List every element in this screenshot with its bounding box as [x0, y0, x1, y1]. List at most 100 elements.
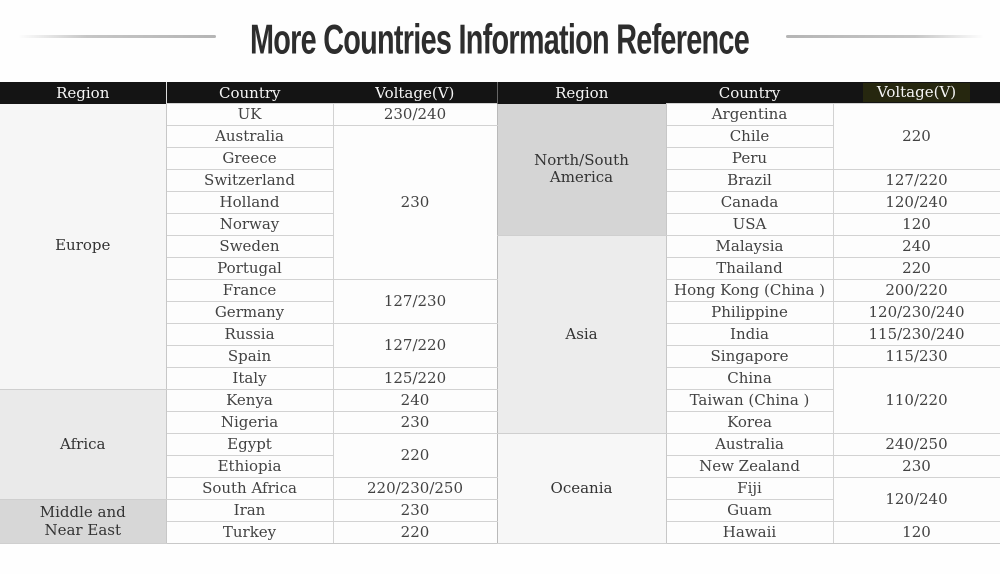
voltage-cell: 240	[832, 235, 1000, 258]
country-cell: Chile	[665, 125, 834, 148]
voltage-cell: 240/250	[832, 433, 1000, 456]
header-voltage-label: Voltage(V)	[862, 83, 971, 102]
voltage-cell: 115/230	[832, 345, 1000, 368]
country-cell: Norway	[165, 213, 334, 236]
country-cell: Peru	[665, 147, 834, 170]
table-row: Australia 230 Chile	[0, 125, 1000, 280]
country-cell: India	[665, 323, 834, 346]
voltage-cell: 120/230/240	[832, 301, 1000, 324]
region-label: Oceania	[550, 478, 613, 497]
header-country-right: Country	[666, 82, 833, 104]
voltage-cell: 220	[332, 433, 498, 478]
country-cell: New Zealand	[665, 455, 834, 478]
country-cell: Philippine	[665, 301, 834, 324]
country-cell: Kenya	[165, 389, 334, 412]
region-cell-middle-near-east: Middle and Near East	[0, 499, 167, 544]
country-cell: Canada	[665, 191, 834, 214]
voltage-cell: 230	[832, 455, 1000, 478]
country-cell: Australia	[165, 125, 334, 148]
country-cell: UK	[165, 103, 334, 126]
table-row: Italy 125/220 China 110/220	[0, 367, 1000, 434]
title-left-rule	[18, 35, 216, 38]
header-region-left: Region	[0, 82, 166, 104]
voltage-cell: 220	[832, 257, 1000, 280]
voltage-cell: 230	[332, 499, 498, 522]
table-row: Sweden Asia Malaysia 240	[0, 235, 1000, 434]
header-voltage-left: Voltage(V)	[333, 82, 497, 104]
country-cell: Hong Kong (China )	[665, 279, 834, 302]
region-cell-africa: Africa	[0, 389, 167, 500]
table-row: Spain Singapore 115/230	[0, 345, 1000, 368]
country-cell: Fiji	[665, 477, 834, 500]
voltage-cell: 120/240	[832, 191, 1000, 214]
country-cell: Turkey	[165, 521, 334, 544]
voltage-cell: 200/220	[832, 279, 1000, 302]
table-row: Russia 127/220 India 115/230/240	[0, 323, 1000, 368]
region-cell-north-south-america: North/South America	[497, 103, 667, 236]
country-cell: Germany	[165, 301, 334, 324]
country-cell: Taiwan (China )	[665, 389, 834, 412]
voltage-cell: 120/240	[832, 477, 1000, 522]
header-country-left: Country	[165, 82, 333, 104]
table-row: France 127/230 Hong Kong (China ) 200/22…	[0, 279, 1000, 324]
table-row: Ethiopia New Zealand 230	[0, 455, 1000, 478]
country-cell: Spain	[165, 345, 334, 368]
voltage-cell: 230	[332, 125, 498, 280]
voltage-cell: 220/230/250	[332, 477, 498, 500]
country-cell: Iran	[165, 499, 334, 522]
table-row: Holland Canada 120/240	[0, 191, 1000, 214]
region-cell-oceania: Oceania	[497, 433, 667, 544]
country-cell: Greece	[165, 147, 334, 170]
country-cell: Russia	[165, 323, 334, 346]
region-label: North/South America	[534, 150, 629, 187]
voltage-cell: 127/230	[332, 279, 498, 324]
country-cell: Sweden	[165, 235, 334, 258]
country-cell: Singapore	[665, 345, 834, 368]
voltage-cell: 220	[832, 103, 1000, 170]
title-row: More Countries Information Reference	[0, 0, 1000, 80]
header-region-right: Region	[496, 82, 666, 104]
country-cell: Hawaii	[665, 521, 834, 544]
table-row: Switzerland Brazil 127/220	[0, 169, 1000, 192]
table-row: Africa Kenya 240 Taiwan (China )	[0, 389, 1000, 500]
voltage-cell: 127/220	[332, 323, 498, 368]
voltage-cell: 110/220	[832, 367, 1000, 434]
country-cell: Switzerland	[165, 169, 334, 192]
region-cell-europe: Europe	[0, 103, 167, 390]
table-row: South Africa 220/230/250 Fiji 120/240	[0, 477, 1000, 522]
table-row: Portugal Thailand 220	[0, 257, 1000, 280]
table-row: Egypt 220 Oceania Australia 240/250	[0, 433, 1000, 544]
table-row: Germany Philippine 120/230/240	[0, 301, 1000, 324]
voltage-cell: 120	[832, 213, 1000, 236]
country-cell: China	[665, 367, 834, 390]
country-cell: Malaysia	[665, 235, 834, 258]
region-label: Asia	[565, 324, 598, 343]
header-voltage-right: Voltage(V)	[833, 82, 1000, 104]
country-cell: Egypt	[165, 433, 334, 456]
voltage-cell: 240	[332, 389, 498, 412]
region-label: Middle and Near East	[39, 502, 126, 539]
country-cell: Holland	[165, 191, 334, 214]
countries-voltage-table: Region Country Voltage(V) Region Country…	[0, 82, 1000, 544]
region-label: Africa	[60, 434, 106, 453]
voltage-cell: 127/220	[832, 169, 1000, 192]
country-cell: Portugal	[165, 257, 334, 280]
country-cell: Australia	[665, 433, 834, 456]
page-title: More Countries Information Reference	[250, 16, 751, 63]
voltage-cell: 125/220	[332, 367, 498, 390]
voltage-cell: 230/240	[332, 103, 498, 126]
table-row: Turkey 220 Hawaii 120	[0, 521, 1000, 544]
country-cell: USA	[665, 213, 834, 236]
region-label: Europe	[55, 236, 111, 255]
table-row: Nigeria 230 Korea	[0, 411, 1000, 434]
country-cell: Nigeria	[165, 411, 334, 434]
country-cell: Thailand	[665, 257, 834, 280]
country-cell: Korea	[665, 411, 834, 434]
country-cell: Italy	[165, 367, 334, 390]
voltage-cell: 220	[332, 521, 498, 544]
country-cell: Guam	[665, 499, 834, 522]
voltage-cell: 120	[832, 521, 1000, 544]
region-cell-asia: Asia	[497, 235, 667, 434]
voltage-cell: 230	[332, 411, 498, 434]
